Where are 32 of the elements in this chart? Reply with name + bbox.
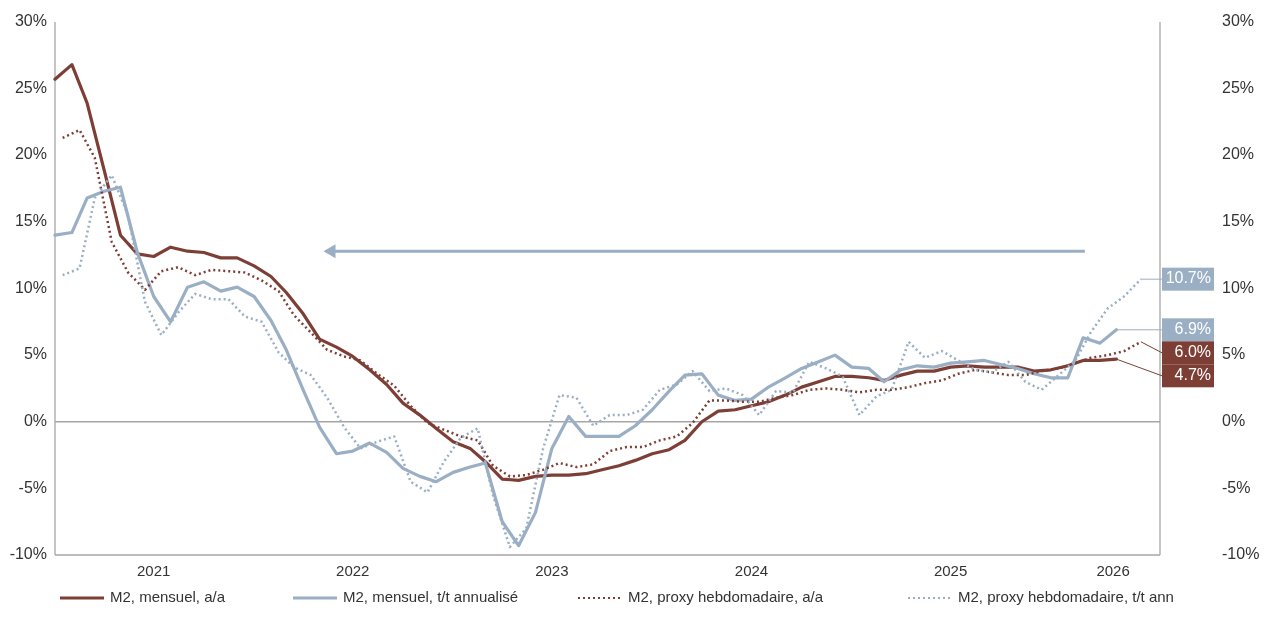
y2-tick-label: 20% xyxy=(1222,145,1255,163)
y2-tick-label: 15% xyxy=(1222,212,1255,230)
y2-tick-label: 25% xyxy=(1222,78,1255,96)
y2-tick-label: -5% xyxy=(1222,478,1251,496)
y-tick-label: -5% xyxy=(18,478,47,496)
y-tick-label: 10% xyxy=(14,278,47,296)
x-tick-label: 2021 xyxy=(137,562,171,579)
x-tick-label: 2026 xyxy=(1096,562,1130,579)
y-tick-label: -10% xyxy=(9,545,47,563)
legend-label: M2, proxy hebdomadaire, t/t ann xyxy=(958,587,1174,605)
y-tick-label: 20% xyxy=(14,145,47,163)
data-label: 6.9% xyxy=(1174,320,1211,338)
y-tick-label: 25% xyxy=(14,78,47,96)
x-tick-label: 2024 xyxy=(734,562,769,579)
x-tick-label: 2022 xyxy=(336,562,370,579)
y-tick-label: 5% xyxy=(23,345,47,363)
legend-label: M2, mensuel, t/t annualisé xyxy=(343,587,519,605)
x-tick-label: 2025 xyxy=(933,562,968,579)
x-tick-label: 2023 xyxy=(535,562,569,579)
data-label: 10.7% xyxy=(1165,269,1211,287)
legend-label: M2, proxy hebdomadaire, a/a xyxy=(628,587,824,605)
y-tick-label: 15% xyxy=(14,212,47,230)
y-tick-label: 0% xyxy=(23,411,47,429)
y2-tick-label: 0% xyxy=(1222,411,1246,429)
data-label: 4.7% xyxy=(1174,366,1211,384)
y-tick-label: 30% xyxy=(14,12,47,30)
legend-label: M2, mensuel, a/a xyxy=(110,587,226,605)
y2-tick-label: 30% xyxy=(1222,12,1255,30)
y2-tick-label: 10% xyxy=(1222,278,1255,296)
y2-tick-label: -10% xyxy=(1222,545,1260,563)
y2-tick-label: 5% xyxy=(1222,345,1246,363)
data-label: 6.0% xyxy=(1174,343,1211,361)
